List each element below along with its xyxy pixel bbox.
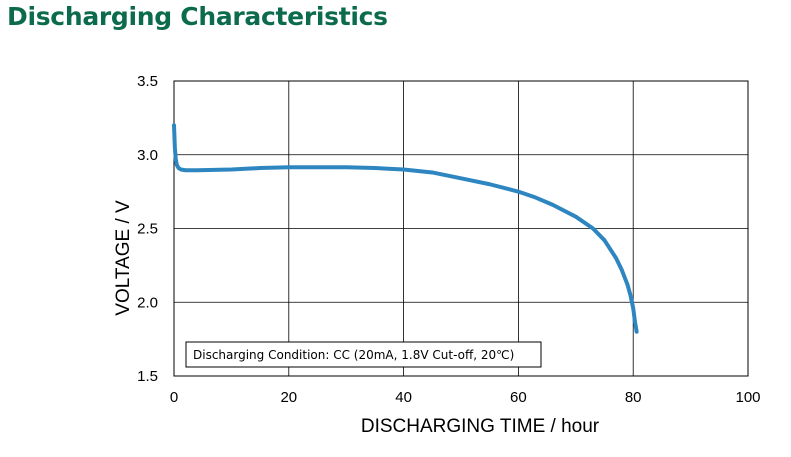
discharge-curve	[172, 123, 639, 334]
y-tick-label: 3.0	[137, 147, 158, 164]
y-tick-label: 2.0	[137, 294, 158, 311]
y-axis-label: VOLTAGE / V	[113, 200, 134, 316]
x-tick-label: 80	[625, 389, 642, 406]
condition-annotation: Discharging Condition: CC (20mA, 1.8V Cu…	[193, 348, 514, 362]
x-axis-ticks: 0 20 40 60 80 100	[170, 389, 761, 406]
y-tick-label: 1.5	[137, 368, 158, 385]
page-title: Discharging Characteristics	[7, 2, 388, 31]
x-tick-label: 20	[280, 389, 297, 406]
x-tick-label: 60	[510, 389, 527, 406]
x-tick-label: 0	[170, 389, 178, 406]
y-tick-label: 2.5	[137, 221, 158, 238]
x-tick-label: 40	[395, 389, 412, 406]
y-axis-ticks: 1.5 2.0 2.5 3.0 3.5	[137, 73, 158, 385]
x-axis-label: DISCHARGING TIME / hour	[361, 416, 600, 437]
y-tick-label: 3.5	[137, 73, 158, 90]
x-tick-label: 100	[735, 389, 760, 406]
condition-box	[185, 341, 542, 368]
grid-lines	[174, 81, 748, 376]
